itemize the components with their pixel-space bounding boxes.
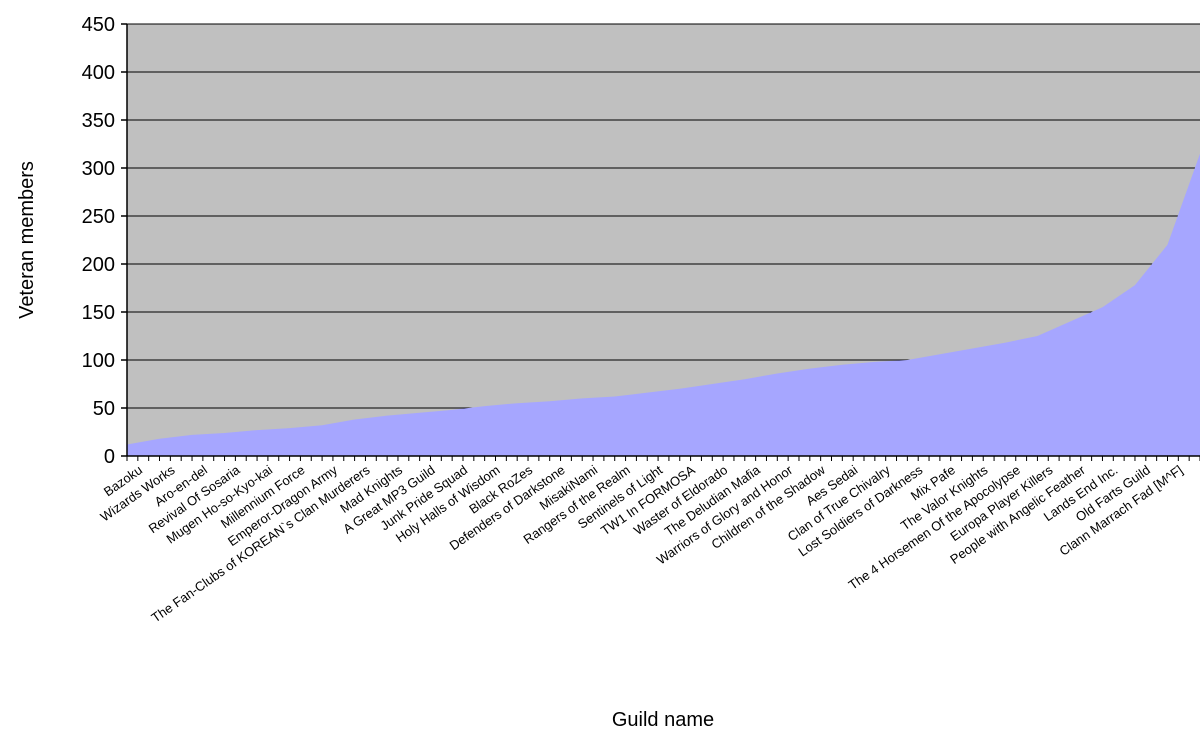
y-tick-label-450: 450 (82, 14, 115, 36)
y-tick-label-100: 100 (82, 350, 115, 372)
y-axis-title: Veteran members (16, 161, 38, 319)
data-area-layer (127, 153, 1200, 456)
y-tick-label-200: 200 (82, 254, 115, 276)
y-tick-label-150: 150 (82, 302, 115, 324)
y-tick-label-0: 0 (104, 446, 115, 468)
y-tick-label-250: 250 (82, 206, 115, 228)
y-tick-label-50: 50 (93, 398, 115, 420)
y-tick-label-400: 400 (82, 62, 115, 84)
x-axis-title: Guild name (612, 709, 714, 731)
area-series (127, 153, 1200, 456)
axes (121, 23, 1200, 461)
gridlines (127, 23, 1200, 409)
y-tick-label-350: 350 (82, 110, 115, 132)
y-tick-labels: 0 50 100 150 200 250 300 350 400 450 (82, 14, 115, 468)
y-tick-label-300: 300 (82, 158, 115, 180)
